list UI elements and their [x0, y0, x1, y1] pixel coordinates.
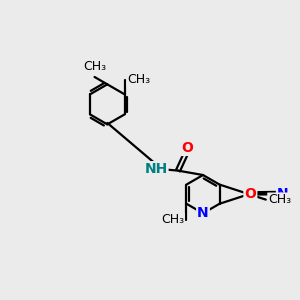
Text: O: O [181, 141, 193, 155]
Text: NH: NH [144, 162, 167, 176]
Text: CH₃: CH₃ [268, 193, 291, 206]
Text: CH₃: CH₃ [161, 213, 184, 226]
Text: O: O [244, 187, 256, 201]
Text: CH₃: CH₃ [127, 73, 150, 86]
Text: CH₃: CH₃ [83, 60, 106, 74]
Text: N: N [277, 187, 289, 201]
Text: N: N [197, 206, 209, 220]
